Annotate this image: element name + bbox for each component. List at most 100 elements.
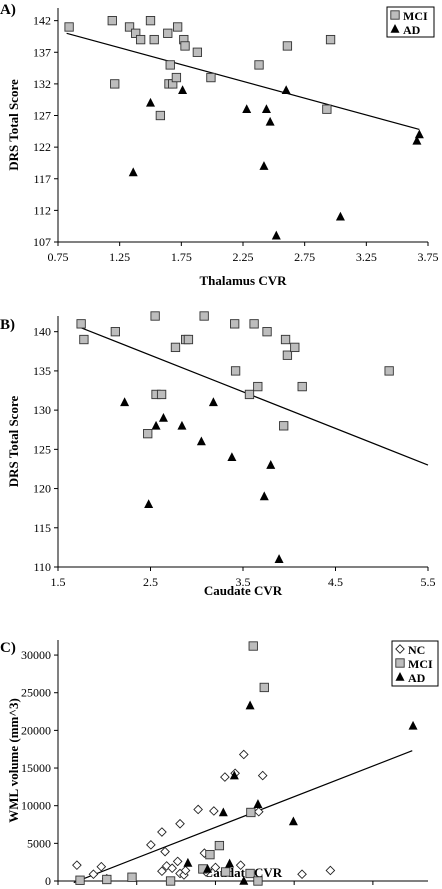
- data-point-nc: [157, 827, 167, 837]
- chart-panel-2: B) 110 115 120 125 130 135 140 1.5 2.5 3.5 4.5 5.5 Ca…: [0, 311, 436, 598]
- data-point-ad: [177, 420, 187, 430]
- data-point-mci: [245, 868, 255, 879]
- legend-marker: [395, 672, 405, 681]
- y-tick-label: 15000: [21, 761, 51, 775]
- trend-line: [80, 327, 429, 466]
- y-tick-label: 0: [45, 874, 51, 888]
- y-tick-label: 135: [33, 364, 51, 378]
- legend-label: AD: [403, 23, 421, 37]
- y-tick-label: 125: [33, 442, 51, 456]
- x-tick-label: 1.75: [171, 250, 192, 264]
- data-point-mci: [282, 350, 293, 360]
- data-point-mci: [150, 311, 160, 321]
- y-tick-label: 5000: [27, 836, 51, 850]
- legend-marker: [390, 24, 400, 33]
- y-tick-label: 110: [33, 560, 51, 574]
- data-point-ad: [259, 161, 269, 170]
- data-point-ad: [253, 799, 263, 808]
- data-point-mci: [156, 389, 167, 400]
- data-point-mci: [230, 319, 240, 329]
- y-axis-title: DRS Total Score: [6, 79, 21, 171]
- data-point-nc: [175, 818, 185, 829]
- trend-line: [73, 750, 413, 884]
- data-point-ad: [225, 858, 235, 868]
- data-point-nc: [253, 806, 264, 817]
- data-point-mci: [259, 682, 269, 693]
- series-mci: [75, 641, 269, 886]
- data-point-ad: [151, 420, 161, 430]
- data-point-mci: [249, 319, 259, 329]
- data-point-mci: [384, 366, 394, 376]
- y-tick-label: 142: [33, 14, 51, 28]
- y-tick-label: 30000: [21, 648, 51, 662]
- data-point-mci: [143, 429, 153, 439]
- data-point-mci: [230, 366, 241, 376]
- series-ad: [128, 85, 424, 240]
- series-ad: [183, 700, 418, 885]
- data-point-ad: [227, 452, 237, 461]
- data-point-mci: [214, 840, 225, 851]
- legend-label: MCI: [403, 9, 428, 23]
- data-point-ad: [128, 167, 138, 177]
- y-tick-label: 120: [33, 482, 51, 496]
- data-point-mci: [290, 342, 300, 353]
- data-point-mci: [149, 34, 159, 45]
- y-tick-label: 25000: [21, 686, 51, 700]
- series-mci: [64, 15, 336, 121]
- data-point-mci: [199, 311, 209, 321]
- data-point-ad: [120, 397, 130, 407]
- data-point-nc: [88, 869, 99, 880]
- x-tick-label: 3.75: [418, 250, 439, 264]
- data-point-nc: [297, 869, 307, 880]
- data-point-mci: [180, 41, 190, 51]
- data-point-mci: [183, 334, 194, 345]
- data-point-mci: [248, 641, 258, 651]
- data-point-nc: [146, 840, 156, 850]
- data-point-mci: [297, 381, 307, 392]
- y-axis-title: DRS Total Score: [6, 396, 21, 488]
- data-point-mci: [246, 807, 256, 818]
- data-point-ad: [178, 85, 188, 95]
- data-point-mci: [171, 72, 182, 83]
- data-point-ad: [245, 700, 255, 710]
- data-point-nc: [167, 863, 177, 874]
- data-point-ad: [208, 397, 218, 407]
- y-axis-title: WML volume (mm^3): [6, 698, 21, 823]
- data-point-ad: [146, 97, 155, 107]
- x-tick-label: 4.5: [328, 575, 343, 589]
- y-tick-label: 132: [33, 77, 51, 91]
- y-tick-label: 112: [33, 203, 51, 217]
- data-point-mci: [279, 421, 289, 431]
- y-tick-label: 137: [33, 45, 51, 59]
- data-point-nc: [210, 862, 221, 873]
- data-point-mci: [79, 334, 89, 345]
- data-point-ad: [266, 460, 276, 469]
- data-point-nc: [235, 860, 246, 871]
- data-point-mci: [192, 47, 203, 57]
- data-point-ad: [158, 412, 168, 422]
- data-point-nc: [193, 804, 203, 815]
- data-point-ad: [414, 129, 424, 139]
- series-mci: [76, 311, 394, 439]
- legend-marker: [395, 658, 405, 668]
- data-point-mci: [244, 389, 255, 400]
- data-point-mci: [221, 867, 231, 877]
- data-point-ad: [335, 211, 345, 221]
- data-point-ad: [274, 554, 284, 563]
- series-nc: [72, 749, 336, 884]
- data-point-mci: [280, 334, 291, 345]
- data-point-nc: [172, 856, 183, 867]
- x-axis-title: Caudate CVR: [204, 583, 283, 598]
- legend-label: NC: [408, 643, 425, 657]
- x-tick-label: 2.5: [143, 575, 158, 589]
- data-point-mci: [102, 874, 112, 885]
- data-point-mci: [325, 34, 336, 45]
- x-tick-label: 2.75: [294, 250, 315, 264]
- y-tick-label: 117: [33, 172, 51, 186]
- data-point-ad: [242, 104, 252, 113]
- legend-label: AD: [408, 671, 426, 685]
- data-point-mci: [206, 72, 216, 83]
